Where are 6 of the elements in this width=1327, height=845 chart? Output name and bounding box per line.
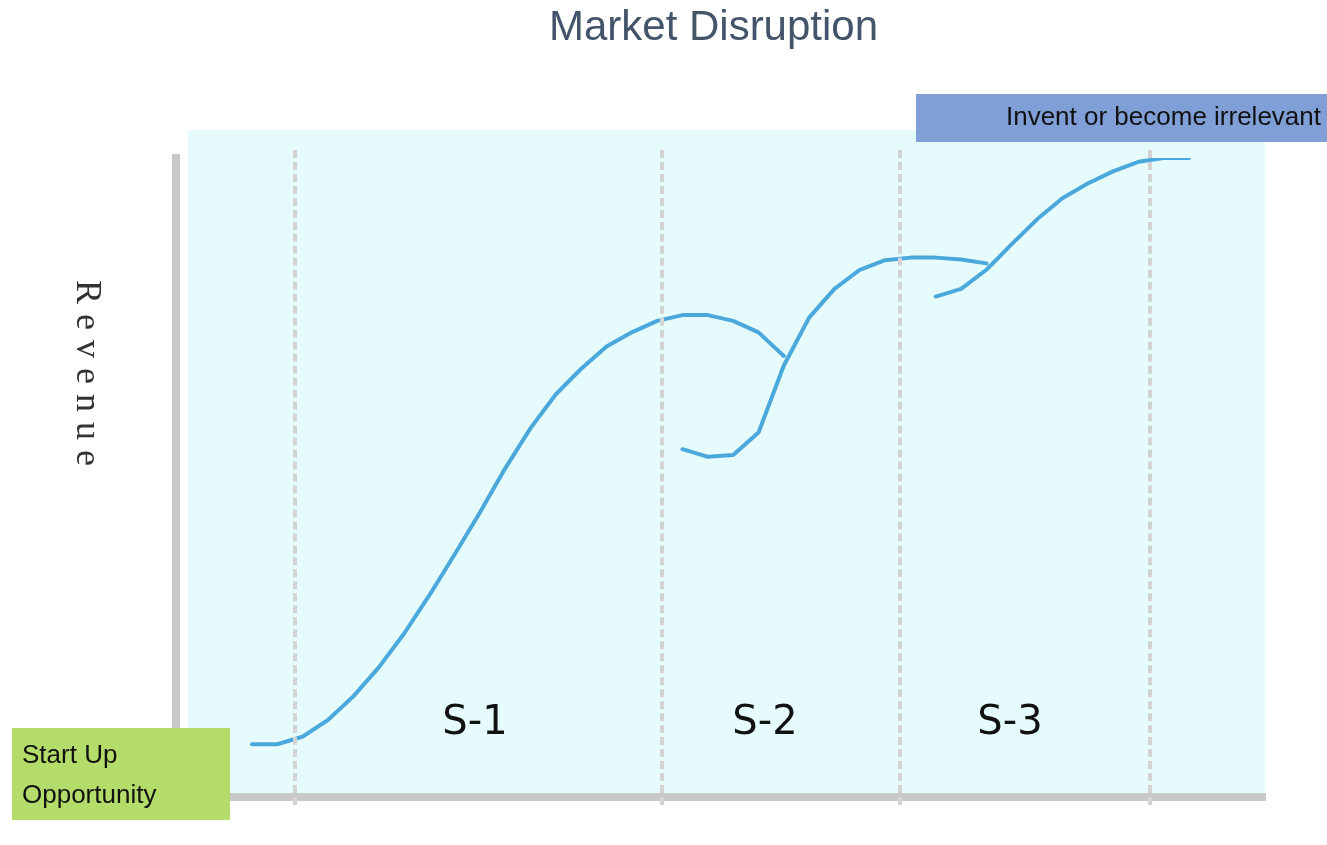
y-axis-title: Revenue (68, 280, 110, 476)
annotation: S-1 (442, 697, 508, 743)
annotation: S-2 (732, 697, 798, 743)
text: Invent or become irrelevant (1004, 100, 1322, 133)
chart-title: Market Disruption (547, 2, 880, 50)
annotation: S-3 (977, 697, 1043, 743)
